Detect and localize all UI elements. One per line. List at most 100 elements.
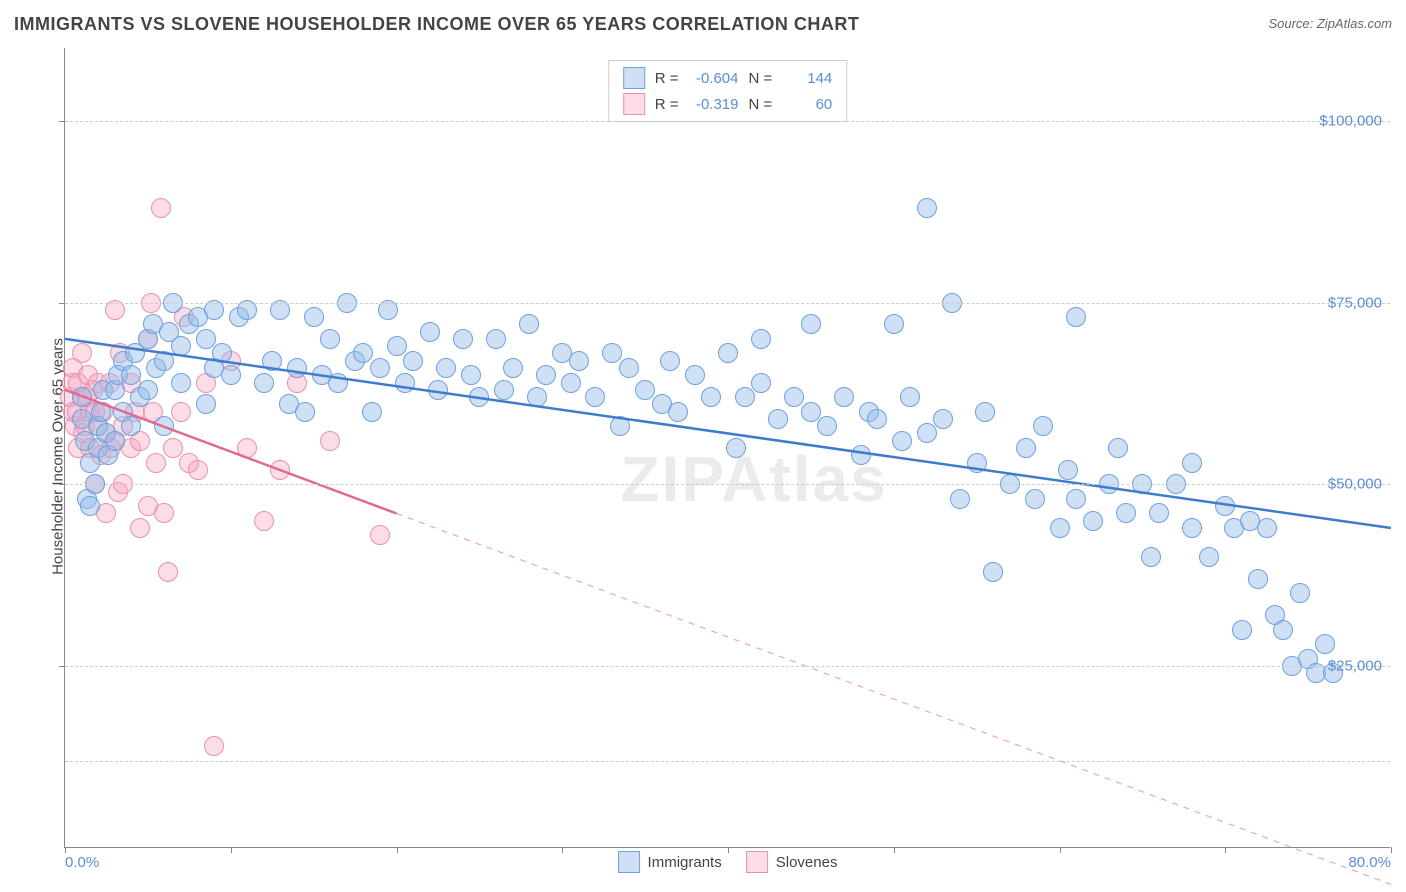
x-tick bbox=[1391, 847, 1392, 853]
data-point-immigrants bbox=[1232, 620, 1252, 640]
legend-swatch-slovenes bbox=[623, 93, 645, 115]
data-point-immigrants bbox=[561, 373, 581, 393]
data-point-immigrants bbox=[900, 387, 920, 407]
gridline bbox=[65, 761, 1390, 762]
data-point-immigrants bbox=[287, 358, 307, 378]
data-point-immigrants bbox=[610, 416, 630, 436]
data-point-immigrants bbox=[602, 343, 622, 363]
data-point-immigrants bbox=[1066, 307, 1086, 327]
data-point-immigrants bbox=[569, 351, 589, 371]
data-point-slovenes bbox=[320, 431, 340, 451]
data-point-immigrants bbox=[1141, 547, 1161, 567]
y-tick bbox=[59, 484, 65, 485]
r-label: R = bbox=[655, 96, 679, 113]
x-tick bbox=[1060, 847, 1061, 853]
data-point-immigrants bbox=[503, 358, 523, 378]
data-point-immigrants bbox=[851, 445, 871, 465]
data-point-slovenes bbox=[188, 460, 208, 480]
data-point-immigrants bbox=[469, 387, 489, 407]
data-point-immigrants bbox=[1016, 438, 1036, 458]
x-tick bbox=[397, 847, 398, 853]
data-point-immigrants bbox=[494, 380, 514, 400]
y-axis-label: $25,000 bbox=[1328, 658, 1382, 675]
data-point-immigrants bbox=[867, 409, 887, 429]
data-point-immigrants bbox=[453, 329, 473, 349]
data-point-slovenes bbox=[270, 460, 290, 480]
y-tick bbox=[59, 303, 65, 304]
x-tick bbox=[894, 847, 895, 853]
data-point-immigrants bbox=[403, 351, 423, 371]
r-value-slovenes: -0.319 bbox=[689, 96, 739, 113]
n-value-immigrants: 144 bbox=[782, 70, 832, 87]
data-point-immigrants bbox=[1182, 453, 1202, 473]
r-value-immigrants: -0.604 bbox=[689, 70, 739, 87]
data-point-immigrants bbox=[834, 387, 854, 407]
data-point-immigrants bbox=[950, 489, 970, 509]
x-tick bbox=[562, 847, 563, 853]
data-point-immigrants bbox=[486, 329, 506, 349]
data-point-immigrants bbox=[1116, 503, 1136, 523]
data-point-immigrants bbox=[121, 416, 141, 436]
legend-swatch-immigrants bbox=[623, 67, 645, 89]
data-point-immigrants bbox=[892, 431, 912, 451]
data-point-immigrants bbox=[395, 373, 415, 393]
data-point-immigrants bbox=[917, 423, 937, 443]
data-point-immigrants bbox=[91, 402, 111, 422]
data-point-immigrants bbox=[884, 314, 904, 334]
data-point-immigrants bbox=[304, 307, 324, 327]
data-point-immigrants bbox=[718, 343, 738, 363]
data-point-immigrants bbox=[817, 416, 837, 436]
gridline bbox=[65, 484, 1390, 485]
data-point-immigrants bbox=[975, 402, 995, 422]
data-point-immigrants bbox=[154, 416, 174, 436]
x-tick bbox=[728, 847, 729, 853]
data-point-slovenes bbox=[151, 198, 171, 218]
n-label: N = bbox=[749, 70, 773, 87]
data-point-immigrants bbox=[1182, 518, 1202, 538]
x-tick bbox=[1225, 847, 1226, 853]
data-point-immigrants bbox=[154, 351, 174, 371]
data-point-immigrants bbox=[751, 329, 771, 349]
data-point-immigrants bbox=[917, 198, 937, 218]
data-point-immigrants bbox=[585, 387, 605, 407]
data-point-immigrants bbox=[660, 351, 680, 371]
data-point-immigrants bbox=[1058, 460, 1078, 480]
data-point-immigrants bbox=[784, 387, 804, 407]
data-point-immigrants bbox=[1033, 416, 1053, 436]
data-point-slovenes bbox=[370, 525, 390, 545]
data-point-immigrants bbox=[685, 365, 705, 385]
y-axis-label: $50,000 bbox=[1328, 476, 1382, 493]
data-point-immigrants bbox=[1248, 569, 1268, 589]
data-point-immigrants bbox=[370, 358, 390, 378]
x-axis-label: 80.0% bbox=[1348, 854, 1391, 871]
y-tick bbox=[59, 121, 65, 122]
data-point-immigrants bbox=[701, 387, 721, 407]
page-title: IMMIGRANTS VS SLOVENE HOUSEHOLDER INCOME… bbox=[14, 14, 859, 35]
x-tick bbox=[65, 847, 66, 853]
data-point-immigrants bbox=[983, 562, 1003, 582]
legend-swatch-slovenes bbox=[746, 851, 768, 873]
data-point-slovenes bbox=[254, 511, 274, 531]
legend-label-immigrants: Immigrants bbox=[648, 854, 722, 871]
data-point-immigrants bbox=[1315, 634, 1335, 654]
data-point-slovenes bbox=[154, 503, 174, 523]
data-point-immigrants bbox=[635, 380, 655, 400]
gridline bbox=[65, 666, 1390, 667]
data-point-immigrants bbox=[72, 387, 92, 407]
data-point-immigrants bbox=[428, 380, 448, 400]
data-point-immigrants bbox=[387, 336, 407, 356]
data-point-immigrants bbox=[768, 409, 788, 429]
data-point-immigrants bbox=[171, 336, 191, 356]
legend-swatch-immigrants bbox=[618, 851, 640, 873]
data-point-slovenes bbox=[204, 736, 224, 756]
y-axis-label: $100,000 bbox=[1319, 112, 1382, 129]
data-point-slovenes bbox=[130, 518, 150, 538]
data-point-immigrants bbox=[751, 373, 771, 393]
data-point-immigrants bbox=[353, 343, 373, 363]
data-point-immigrants bbox=[1273, 620, 1293, 640]
series-legend: Immigrants Slovenes bbox=[618, 851, 838, 873]
data-point-immigrants bbox=[619, 358, 639, 378]
data-point-immigrants bbox=[362, 402, 382, 422]
data-point-immigrants bbox=[1050, 518, 1070, 538]
x-axis-label: 0.0% bbox=[65, 854, 99, 871]
